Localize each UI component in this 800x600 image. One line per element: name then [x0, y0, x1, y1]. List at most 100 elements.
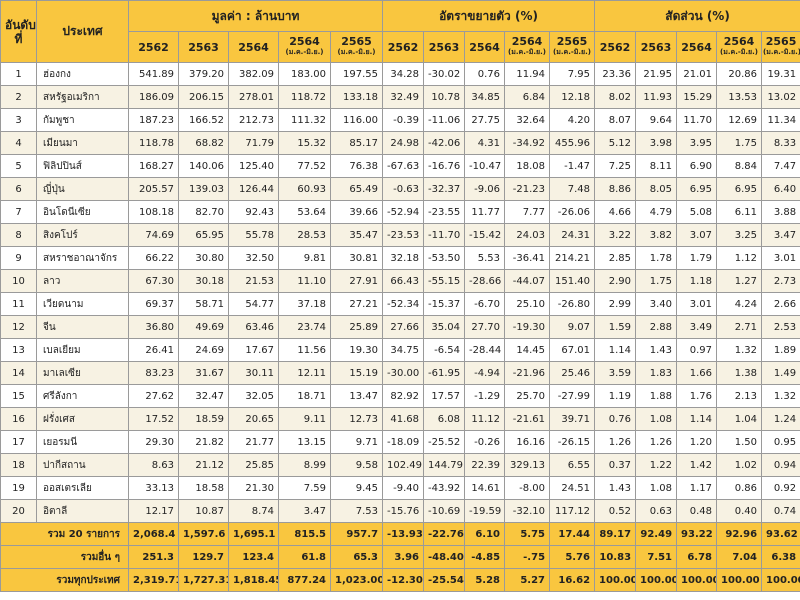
value-cell-g4: -21.23 — [504, 177, 551, 201]
value-cell-s3: 21.01 — [676, 62, 718, 86]
value-cell-v4: 37.18 — [278, 292, 331, 316]
value-cell-s4: 12.69 — [716, 108, 763, 132]
value-cell-v1: 168.27 — [128, 154, 179, 178]
share-year-2563: 2563 — [635, 31, 678, 63]
value-cell-s2: 3.98 — [635, 131, 678, 155]
total-cell-g4: -.75 — [504, 545, 551, 569]
value-cell-s4: 1.75 — [716, 131, 763, 155]
value-cell-v5: 27.91 — [329, 269, 384, 293]
value-cell-s2: 1.08 — [635, 476, 678, 500]
table-row: 9 สหราชอาณาจักร 66.22 30.80 32.50 9.81 30.81 32… — [0, 246, 800, 270]
value-cell-g5: 12.18 — [549, 85, 596, 109]
country-cell: เวียดนาม — [36, 292, 129, 316]
rank-cell: 15 — [0, 384, 37, 408]
value-cell-s2: 3.40 — [635, 292, 678, 316]
value-cell-g5: -26.15 — [549, 430, 596, 454]
value-cell-g2: 17.57 — [423, 384, 466, 408]
value-cell-g5: 24.51 — [549, 476, 596, 500]
rank-cell: 5 — [0, 154, 37, 178]
table-row: 3 กัมพูชา 187.23 166.52 212.73 111.32 116.00 -0… — [0, 108, 800, 132]
value-cell-v4: 11.56 — [278, 338, 331, 362]
value-cell-v2: 10.87 — [178, 499, 229, 523]
value-cell-g3: -4.94 — [464, 361, 506, 385]
value-cell-v4: 7.59 — [278, 476, 331, 500]
value-cell-v2: 32.47 — [178, 384, 229, 408]
value-cell-g1: -18.09 — [382, 430, 425, 454]
value-cell-v1: 17.52 — [128, 407, 179, 431]
value-cell-v5: 7.53 — [329, 499, 384, 523]
value-cell-v5: 12.73 — [329, 407, 384, 431]
value-cell-v3: 21.30 — [228, 476, 279, 500]
value-cell-g3: -1.29 — [464, 384, 506, 408]
value-cell-g4: -32.10 — [504, 499, 551, 523]
value-cell-g3: -15.42 — [464, 223, 506, 247]
value-year-2564-partial: 2564 (ม.ค.-มิ.ย.) — [278, 31, 331, 63]
total-cell-g5: 16.62 — [549, 568, 596, 592]
value-cell-g5: -1.47 — [549, 154, 596, 178]
value-cell-v4: 15.32 — [278, 131, 331, 155]
value-cell-v5: 35.47 — [329, 223, 384, 247]
total-cell-v4: 815.5 — [278, 522, 331, 546]
value-cell-g5: -27.99 — [549, 384, 596, 408]
value-cell-v4: 3.47 — [278, 499, 331, 523]
value-cell-v1: 541.89 — [128, 62, 179, 86]
value-cell-v3: 17.67 — [228, 338, 279, 362]
rank-cell: 6 — [0, 177, 37, 201]
value-cell-g3: -6.70 — [464, 292, 506, 316]
total-cell-s1: 10.83 — [594, 545, 637, 569]
share-group-header: สัดส่วน (%) — [594, 0, 800, 32]
rank-header: อันดับที่ — [0, 0, 37, 63]
value-cell-g1: 32.18 — [382, 246, 425, 270]
value-cell-s3: 6.95 — [676, 177, 718, 201]
country-cell: เมียนมา — [36, 131, 129, 155]
value-cell-v2: 166.52 — [178, 108, 229, 132]
value-cell-v1: 83.23 — [128, 361, 179, 385]
rank-cell: 20 — [0, 499, 37, 523]
value-cell-g3: 34.85 — [464, 85, 506, 109]
table-row: 2 สหรัฐอเมริกา 186.09 206.15 278.01 118.72 133… — [0, 85, 800, 109]
table-row: 15 ศรีลังกา 27.62 32.47 32.05 18.71 13.47 82.92… — [0, 384, 800, 408]
value-cell-g3: -0.26 — [464, 430, 506, 454]
value-cell-g2: -53.50 — [423, 246, 466, 270]
value-cell-v3: 63.46 — [228, 315, 279, 339]
value-cell-g2: -16.76 — [423, 154, 466, 178]
value-cell-s1: 0.76 — [594, 407, 637, 431]
total-cell-g2: -48.40 — [423, 545, 466, 569]
value-cell-v3: 21.77 — [228, 430, 279, 454]
total-row: รวม 20 รายการ 2,068.4 1,597.6 1,695.1 815.5 9… — [0, 522, 800, 546]
value-cell-s4: 4.24 — [716, 292, 763, 316]
value-cell-s2: 9.64 — [635, 108, 678, 132]
value-cell-g3: 27.70 — [464, 315, 506, 339]
value-cell-g5: 25.46 — [549, 361, 596, 385]
value-cell-v1: 36.80 — [128, 315, 179, 339]
value-cell-g3: 5.53 — [464, 246, 506, 270]
value-cell-s1: 8.86 — [594, 177, 637, 201]
total-cell-v4: 61.8 — [278, 545, 331, 569]
total-cell-g3: -4.85 — [464, 545, 506, 569]
value-cell-v3: 32.50 — [228, 246, 279, 270]
value-cell-s5: 13.02 — [761, 85, 800, 109]
value-cell-v2: 18.59 — [178, 407, 229, 431]
value-cell-s1: 1.26 — [594, 430, 637, 454]
value-cell-s2: 1.75 — [635, 269, 678, 293]
total-cell-s2: 7.51 — [635, 545, 678, 569]
country-cell: ศรีลังกา — [36, 384, 129, 408]
value-cell-s5: 3.47 — [761, 223, 800, 247]
value-cell-g2: -25.52 — [423, 430, 466, 454]
value-cell-s5: 0.74 — [761, 499, 800, 523]
value-cell-s5: 3.88 — [761, 200, 800, 224]
value-cell-s5: 19.31 — [761, 62, 800, 86]
value-cell-v1: 69.37 — [128, 292, 179, 316]
value-cell-v4: 9.11 — [278, 407, 331, 431]
table-row: 4 เมียนมา 118.78 68.82 71.79 15.32 85.17 24.98-… — [0, 131, 800, 155]
value-cell-s1: 3.22 — [594, 223, 637, 247]
country-cell: อิตาลี — [36, 499, 129, 523]
value-cell-g2: -43.92 — [423, 476, 466, 500]
value-cell-v3: 32.05 — [228, 384, 279, 408]
total-cell-v2: 129.7 — [178, 545, 229, 569]
value-cell-v2: 379.20 — [178, 62, 229, 86]
value-cell-g4: 14.45 — [504, 338, 551, 362]
value-cell-g4: -21.96 — [504, 361, 551, 385]
value-cell-g2: -30.02 — [423, 62, 466, 86]
value-cell-g2: -42.06 — [423, 131, 466, 155]
